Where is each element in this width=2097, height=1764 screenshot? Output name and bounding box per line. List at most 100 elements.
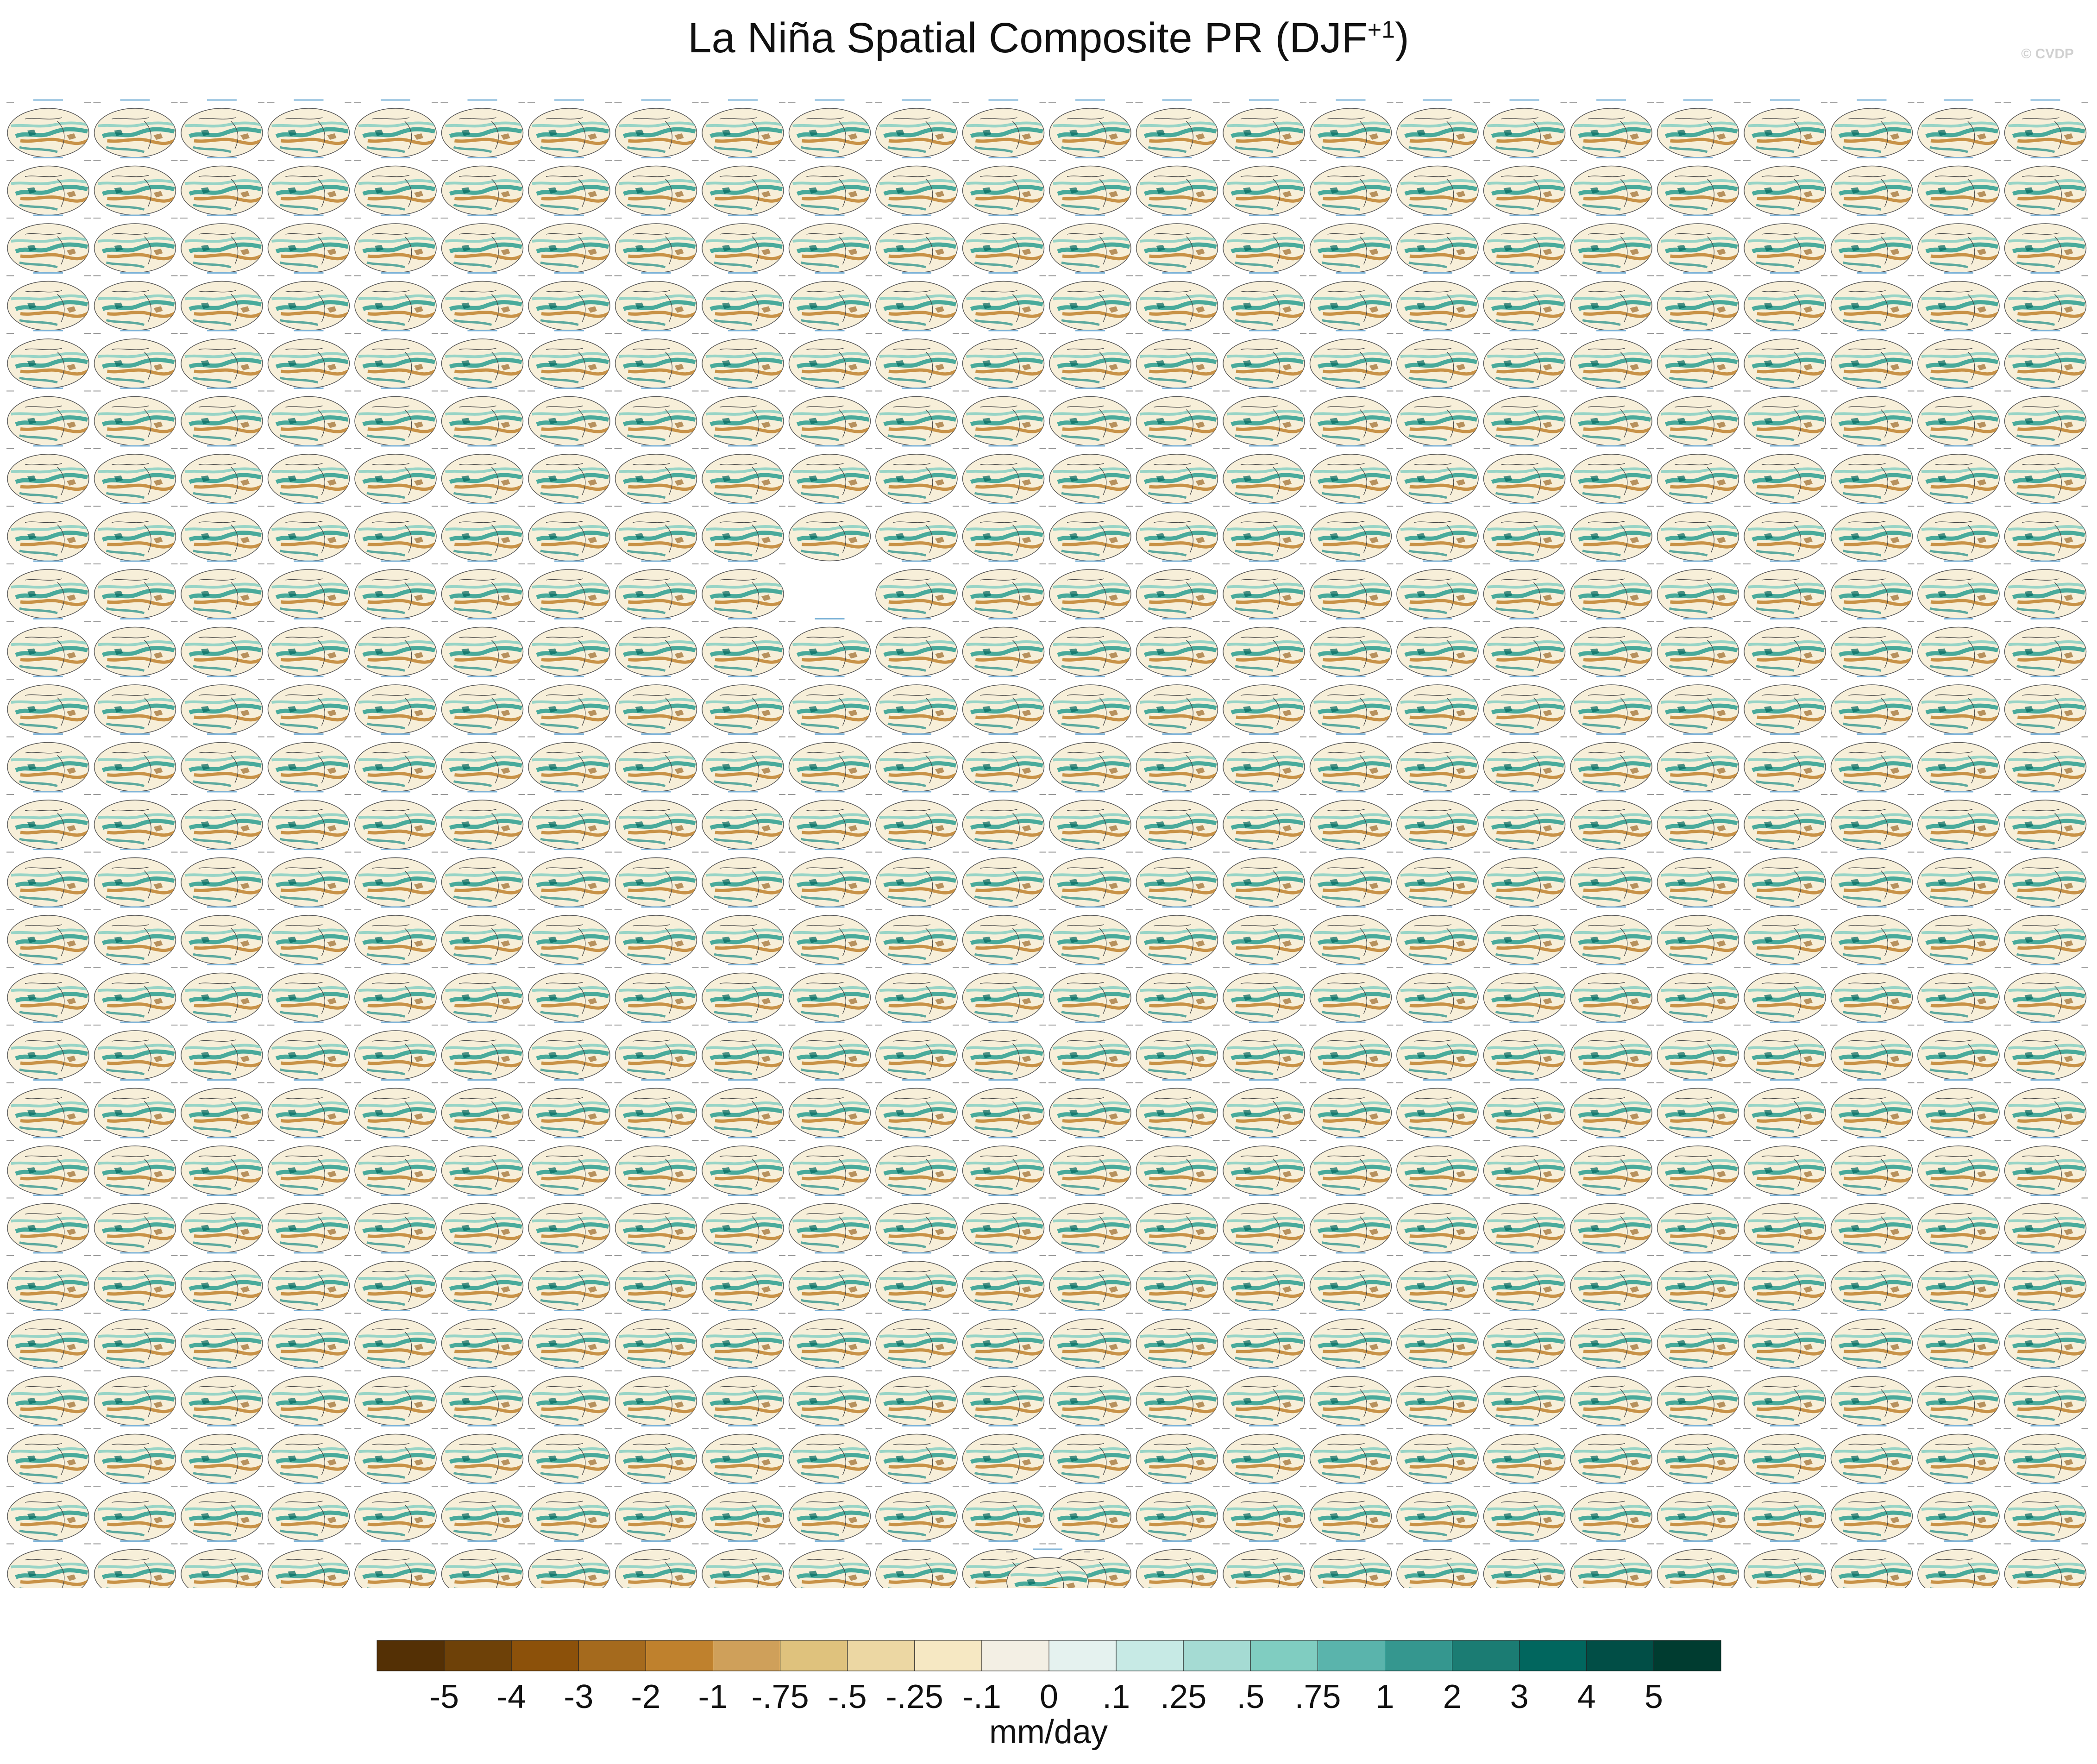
map-panel [875, 1311, 959, 1368]
panel-grid [0, 0, 2097, 1588]
map-panel [1570, 273, 1654, 331]
map-panel [1657, 100, 1741, 157]
map-panel [1048, 158, 1133, 215]
map-panel [267, 907, 352, 964]
map-panel [1396, 734, 1480, 792]
map-panel [180, 676, 264, 734]
map-panel [94, 850, 178, 907]
map-panel [527, 619, 612, 676]
map-panel [441, 1426, 525, 1483]
map-panel [1048, 1426, 1133, 1483]
map-panel [875, 1426, 959, 1483]
colorbar-swatch [1048, 1640, 1117, 1671]
map-panel [267, 1426, 352, 1483]
map-panel [1483, 215, 1567, 273]
map-panel [962, 965, 1046, 1022]
map-panel [788, 1541, 873, 1589]
map-panel [701, 850, 785, 907]
map-panel [1309, 1426, 1394, 1483]
map-panel [1657, 1541, 1741, 1589]
map-panel [1917, 1541, 2001, 1589]
map-panel [2004, 1080, 2088, 1138]
map-panel [1136, 1541, 1220, 1589]
map-panel [1048, 504, 1133, 561]
map-panel [1048, 1483, 1133, 1541]
map-panel [527, 676, 612, 734]
map-panel [1136, 1195, 1220, 1253]
map-panel [267, 158, 352, 215]
map-panel [615, 619, 699, 676]
map-panel [1048, 1138, 1133, 1195]
map-panel [354, 734, 438, 792]
map-panel [788, 1080, 873, 1138]
map-panel [1309, 965, 1394, 1022]
map-panel [1048, 792, 1133, 849]
map-panel [875, 1195, 959, 1253]
map-panel [875, 273, 959, 331]
map-panel [615, 1311, 699, 1368]
map-panel [875, 792, 959, 849]
map-panel [1830, 676, 1915, 734]
map-panel [180, 561, 264, 619]
map-panel [1830, 1483, 1915, 1541]
map-panel [1657, 561, 1741, 619]
map-panel [94, 965, 178, 1022]
map-panel [1657, 850, 1741, 907]
map-panel [1830, 561, 1915, 619]
map-panel [267, 100, 352, 157]
map-panel [1570, 504, 1654, 561]
map-panel [962, 388, 1046, 446]
map-panel [441, 1311, 525, 1368]
map-panel [701, 1541, 785, 1589]
map-panel [1830, 1311, 1915, 1368]
map-panel [1222, 1253, 1306, 1310]
map-panel [1917, 504, 2001, 561]
map-panel [1743, 446, 1827, 503]
map-panel [788, 1022, 873, 1080]
map-panel [94, 1426, 178, 1483]
map-panel [1570, 158, 1654, 215]
map-panel [1136, 1022, 1220, 1080]
map-panel [1048, 676, 1133, 734]
map-panel [354, 1426, 438, 1483]
map-panel [1917, 1022, 2001, 1080]
map-panel [1917, 734, 2001, 792]
map-panel [1830, 965, 1915, 1022]
map-panel [615, 1483, 699, 1541]
map-panel [441, 907, 525, 964]
map-panel [1136, 792, 1220, 849]
map-panel [1743, 388, 1827, 446]
map-panel [1136, 331, 1220, 388]
map-panel [1657, 273, 1741, 331]
map-panel [6, 1022, 91, 1080]
map-panel [354, 792, 438, 849]
map-panel [267, 1253, 352, 1310]
map-panel [1396, 388, 1480, 446]
map-panel [1136, 850, 1220, 907]
map-panel [354, 1368, 438, 1426]
map-panel [1917, 388, 2001, 446]
map-panel [1570, 1138, 1654, 1195]
map-panel [1570, 561, 1654, 619]
map-panel [2004, 446, 2088, 503]
map-panel [875, 1022, 959, 1080]
map-panel [6, 1080, 91, 1138]
map-panel [1048, 850, 1133, 907]
map-panel [1483, 792, 1567, 849]
map-panel [875, 965, 959, 1022]
map-panel [94, 1195, 178, 1253]
map-panel [527, 1483, 612, 1541]
map-panel [527, 446, 612, 503]
map-panel [267, 792, 352, 849]
map-panel [875, 446, 959, 503]
map-panel [1136, 504, 1220, 561]
map-panel [1570, 676, 1654, 734]
map-panel [1136, 561, 1220, 619]
map-panel [1309, 1541, 1394, 1589]
map-panel [1657, 158, 1741, 215]
map-panel [875, 158, 959, 215]
map-panel [267, 331, 352, 388]
map-panel [180, 1426, 264, 1483]
map-panel [962, 1253, 1046, 1310]
map-panel [1917, 676, 2001, 734]
